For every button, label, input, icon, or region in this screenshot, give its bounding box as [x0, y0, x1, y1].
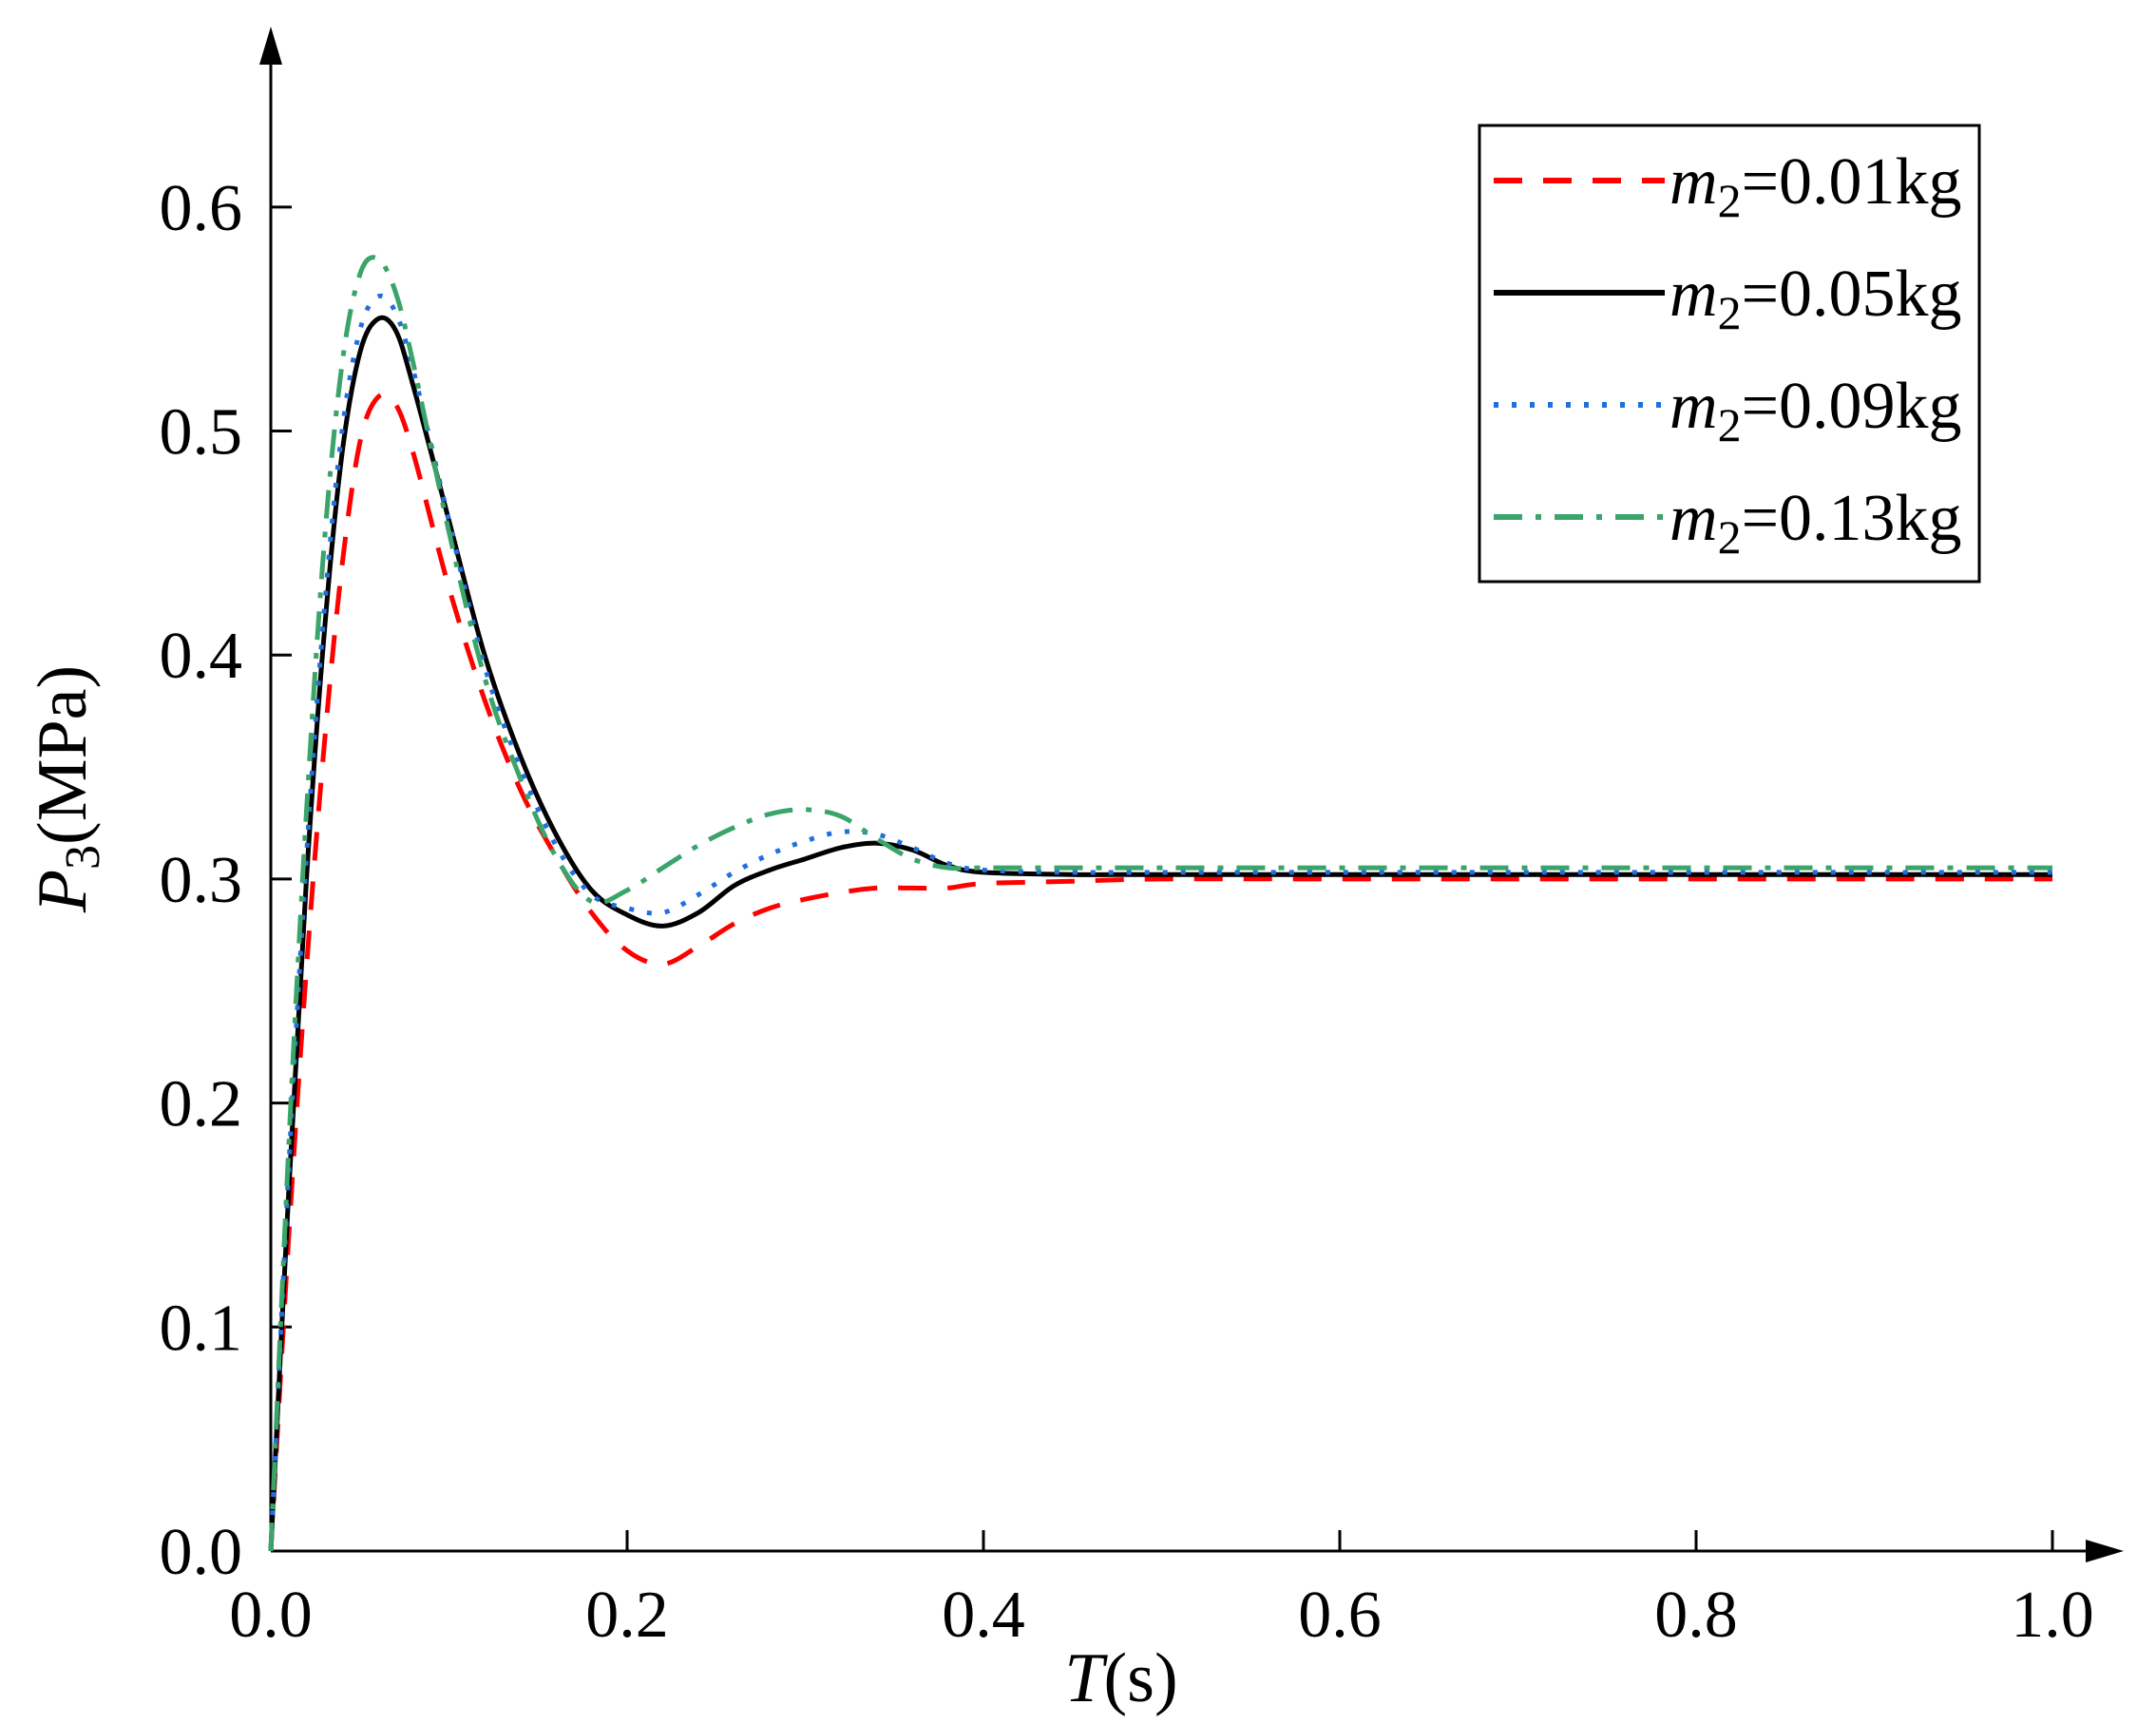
x-tick-label: 0.4: [942, 1579, 1025, 1652]
x-tick-label: 0.0: [229, 1579, 313, 1652]
legend-label-3: m2=0.09kg: [1669, 370, 1962, 451]
y-tick-label: 0.5: [160, 396, 243, 469]
x-tick-label: 0.8: [1654, 1579, 1738, 1652]
series-line-1: [268, 392, 2052, 1552]
legend-label-1: m2=0.01kg: [1669, 145, 1962, 227]
y-axis-label: P3(MPa): [24, 665, 110, 913]
legend-label-2: m2=0.05kg: [1669, 258, 1962, 339]
y-tick-label: 0.3: [160, 844, 243, 917]
legend-box: [1478, 124, 1981, 584]
x-axis-arrow: [2086, 1540, 2124, 1562]
y-tick-label: 0.2: [160, 1068, 243, 1141]
axes: [259, 27, 2124, 1562]
legend: m2=0.01kg m2=0.05kg m2=0.09kg m2=0.13kg: [1478, 124, 1981, 584]
x-tick-label: 0.6: [1298, 1579, 1382, 1652]
x-tick-label: 1.0: [2011, 1579, 2094, 1652]
y-tick-label: 0.1: [160, 1292, 243, 1365]
series-layer: [268, 255, 2052, 1552]
x-tick-label: 0.2: [585, 1579, 669, 1652]
y-axis-arrow: [259, 27, 282, 65]
y-tick-label: 0.4: [160, 620, 243, 693]
x-axis-label: T(s): [1064, 1639, 1177, 1717]
y-tick-label: 0.0: [160, 1516, 243, 1589]
legend-items: m2=0.01kg m2=0.05kg m2=0.09kg m2=0.13kg: [1494, 145, 1962, 564]
series-line-3: [268, 293, 2052, 1552]
series-line-4: [268, 255, 2052, 1552]
axis-ticks: 0.0 0.2 0.4 0.6 0.8 1.0 0.0 0.1 0.2 0.3 0.4 0.5 0.6: [160, 172, 2094, 1652]
y-tick-label: 0.6: [160, 172, 243, 245]
legend-label-4: m2=0.13kg: [1669, 482, 1962, 564]
